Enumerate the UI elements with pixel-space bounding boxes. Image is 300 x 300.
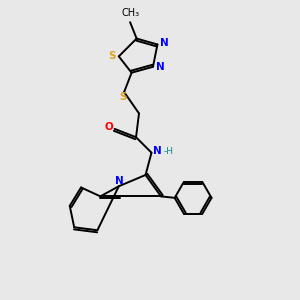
Text: O: O	[105, 122, 114, 132]
Text: N: N	[115, 176, 124, 186]
Text: N: N	[160, 38, 168, 48]
Text: CH₃: CH₃	[121, 8, 139, 18]
Text: S: S	[109, 51, 116, 61]
Text: N: N	[156, 62, 165, 72]
Text: -H: -H	[164, 147, 173, 156]
Text: S: S	[119, 92, 126, 102]
Text: N: N	[153, 146, 162, 156]
